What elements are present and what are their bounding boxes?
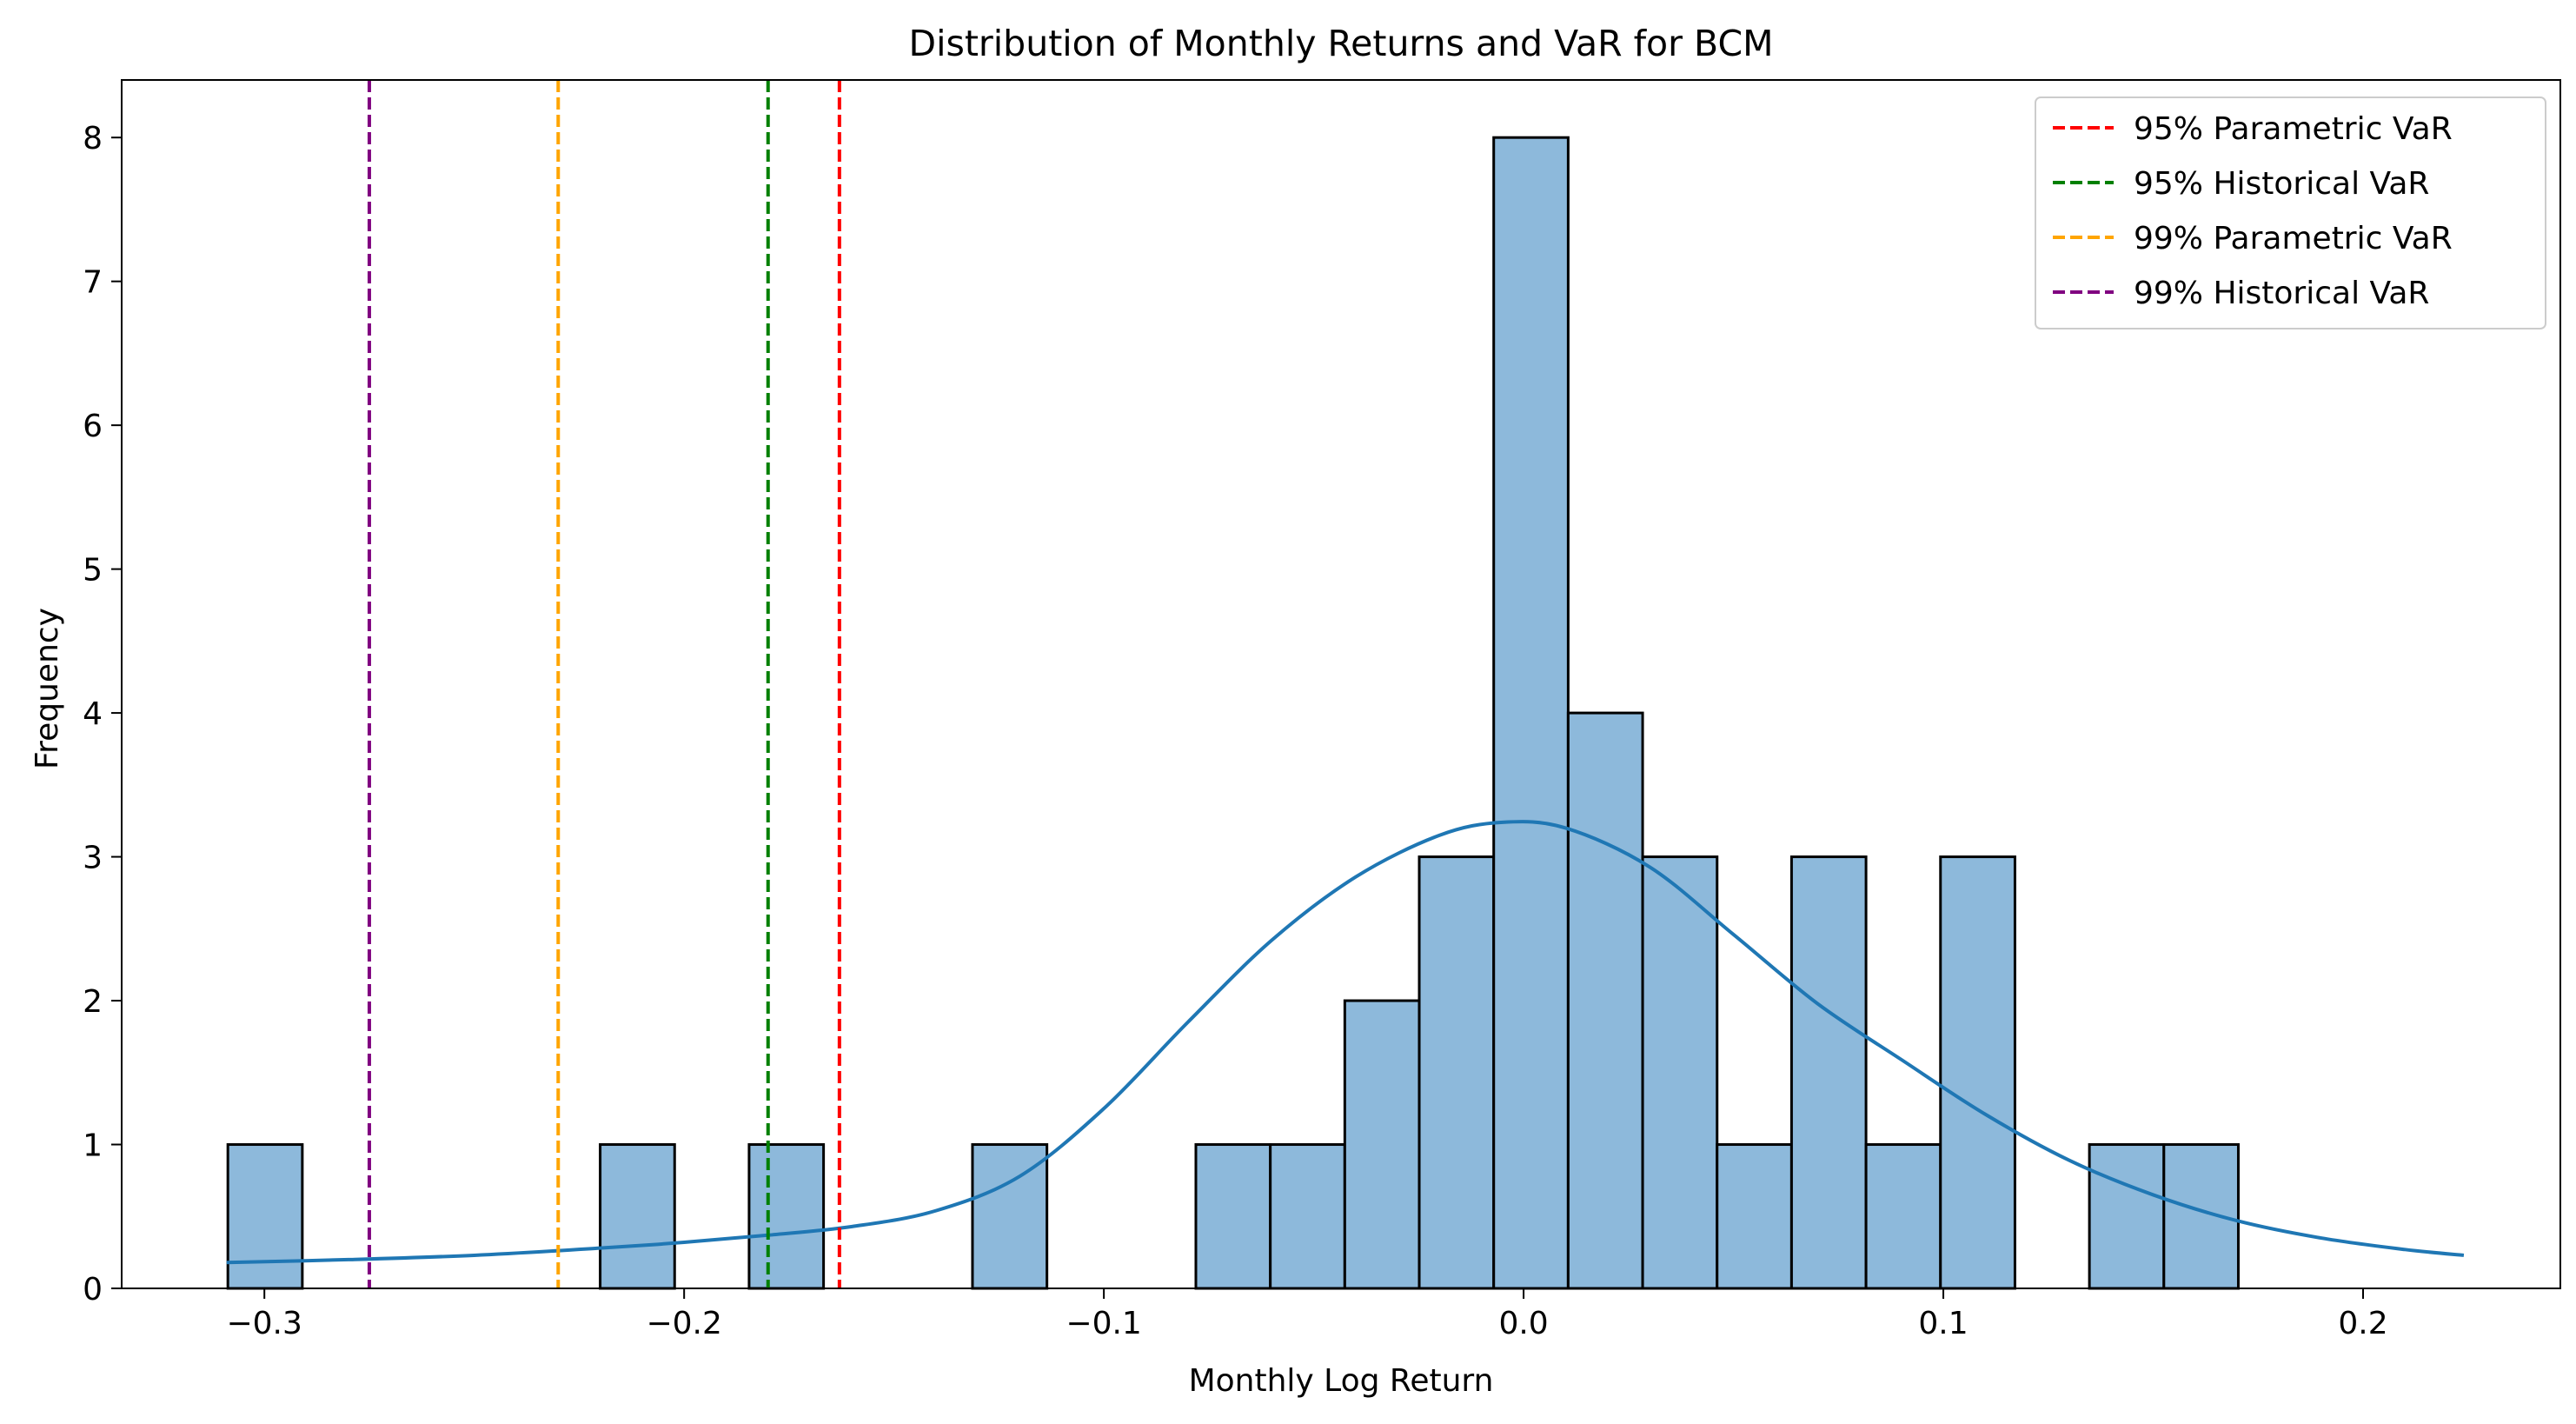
x-axis-label: Monthly Log Return	[1189, 1363, 1494, 1399]
y-tick-label: 5	[83, 553, 103, 589]
legend-entry-label: 95% Historical VaR	[2134, 166, 2429, 202]
histogram-bar	[599, 1143, 676, 1290]
histogram-bar	[1789, 855, 1868, 1290]
y-tick-label: 4	[83, 696, 103, 732]
y-axis-ticks: 0 1 2 3 4 5 6 7 8	[83, 121, 122, 1308]
x-tick-label: −0.1	[1066, 1306, 1141, 1341]
histogram-bar	[1641, 855, 1719, 1290]
legend-entry-label: 95% Parametric VaR	[2134, 111, 2453, 147]
histogram-bar	[2088, 1143, 2166, 1290]
y-tick-label: 7	[83, 265, 103, 301]
x-tick-label: 0.1	[1918, 1306, 1968, 1341]
y-tick-label: 3	[83, 841, 103, 876]
legend-entry-label: 99% Historical VaR	[2134, 276, 2429, 311]
y-tick-label: 6	[83, 409, 103, 444]
y-axis-label: Frequency	[30, 608, 65, 769]
y-tick-label: 1	[83, 1128, 103, 1164]
histogram-bar	[1194, 1143, 1272, 1290]
y-tick-label: 0	[83, 1272, 103, 1308]
kde-curve-group	[226, 820, 2465, 1265]
histogram-bar	[1417, 855, 1496, 1290]
histogram-bar	[1716, 1143, 1793, 1290]
x-tick-label: 0.0	[1498, 1306, 1548, 1341]
histogram-bar	[1492, 136, 1570, 1290]
histogram-bar	[1939, 855, 2016, 1290]
histogram-bars	[226, 136, 2240, 1290]
y-tick-label: 2	[83, 984, 103, 1020]
kde-line	[226, 820, 2465, 1265]
histogram-bar	[1343, 999, 1421, 1290]
x-tick-label: −0.2	[646, 1306, 721, 1341]
histogram-bar	[1864, 1143, 1942, 1290]
legend: 95% Parametric VaR 95% Historical VaR 99% …	[2035, 96, 2546, 329]
x-tick-label: −0.3	[226, 1306, 302, 1341]
x-axis-ticks: −0.3 −0.2 −0.1 0.0 0.1 0.2	[226, 1288, 2388, 1341]
legend-entry-label: 99% Parametric VaR	[2134, 221, 2453, 256]
histogram-bar	[226, 1143, 304, 1290]
var-lines-group	[367, 80, 841, 1288]
chart-title: Distribution of Monthly Returns and VaR …	[909, 23, 1774, 64]
legend-box	[2035, 96, 2546, 329]
histogram-bar	[1269, 1143, 1346, 1290]
histogram-bar	[747, 1143, 826, 1290]
histogram-bar	[1566, 711, 1644, 1290]
plot-frame	[121, 79, 2561, 1289]
x-tick-label: 0.2	[2338, 1306, 2387, 1341]
y-tick-label: 8	[83, 121, 103, 156]
